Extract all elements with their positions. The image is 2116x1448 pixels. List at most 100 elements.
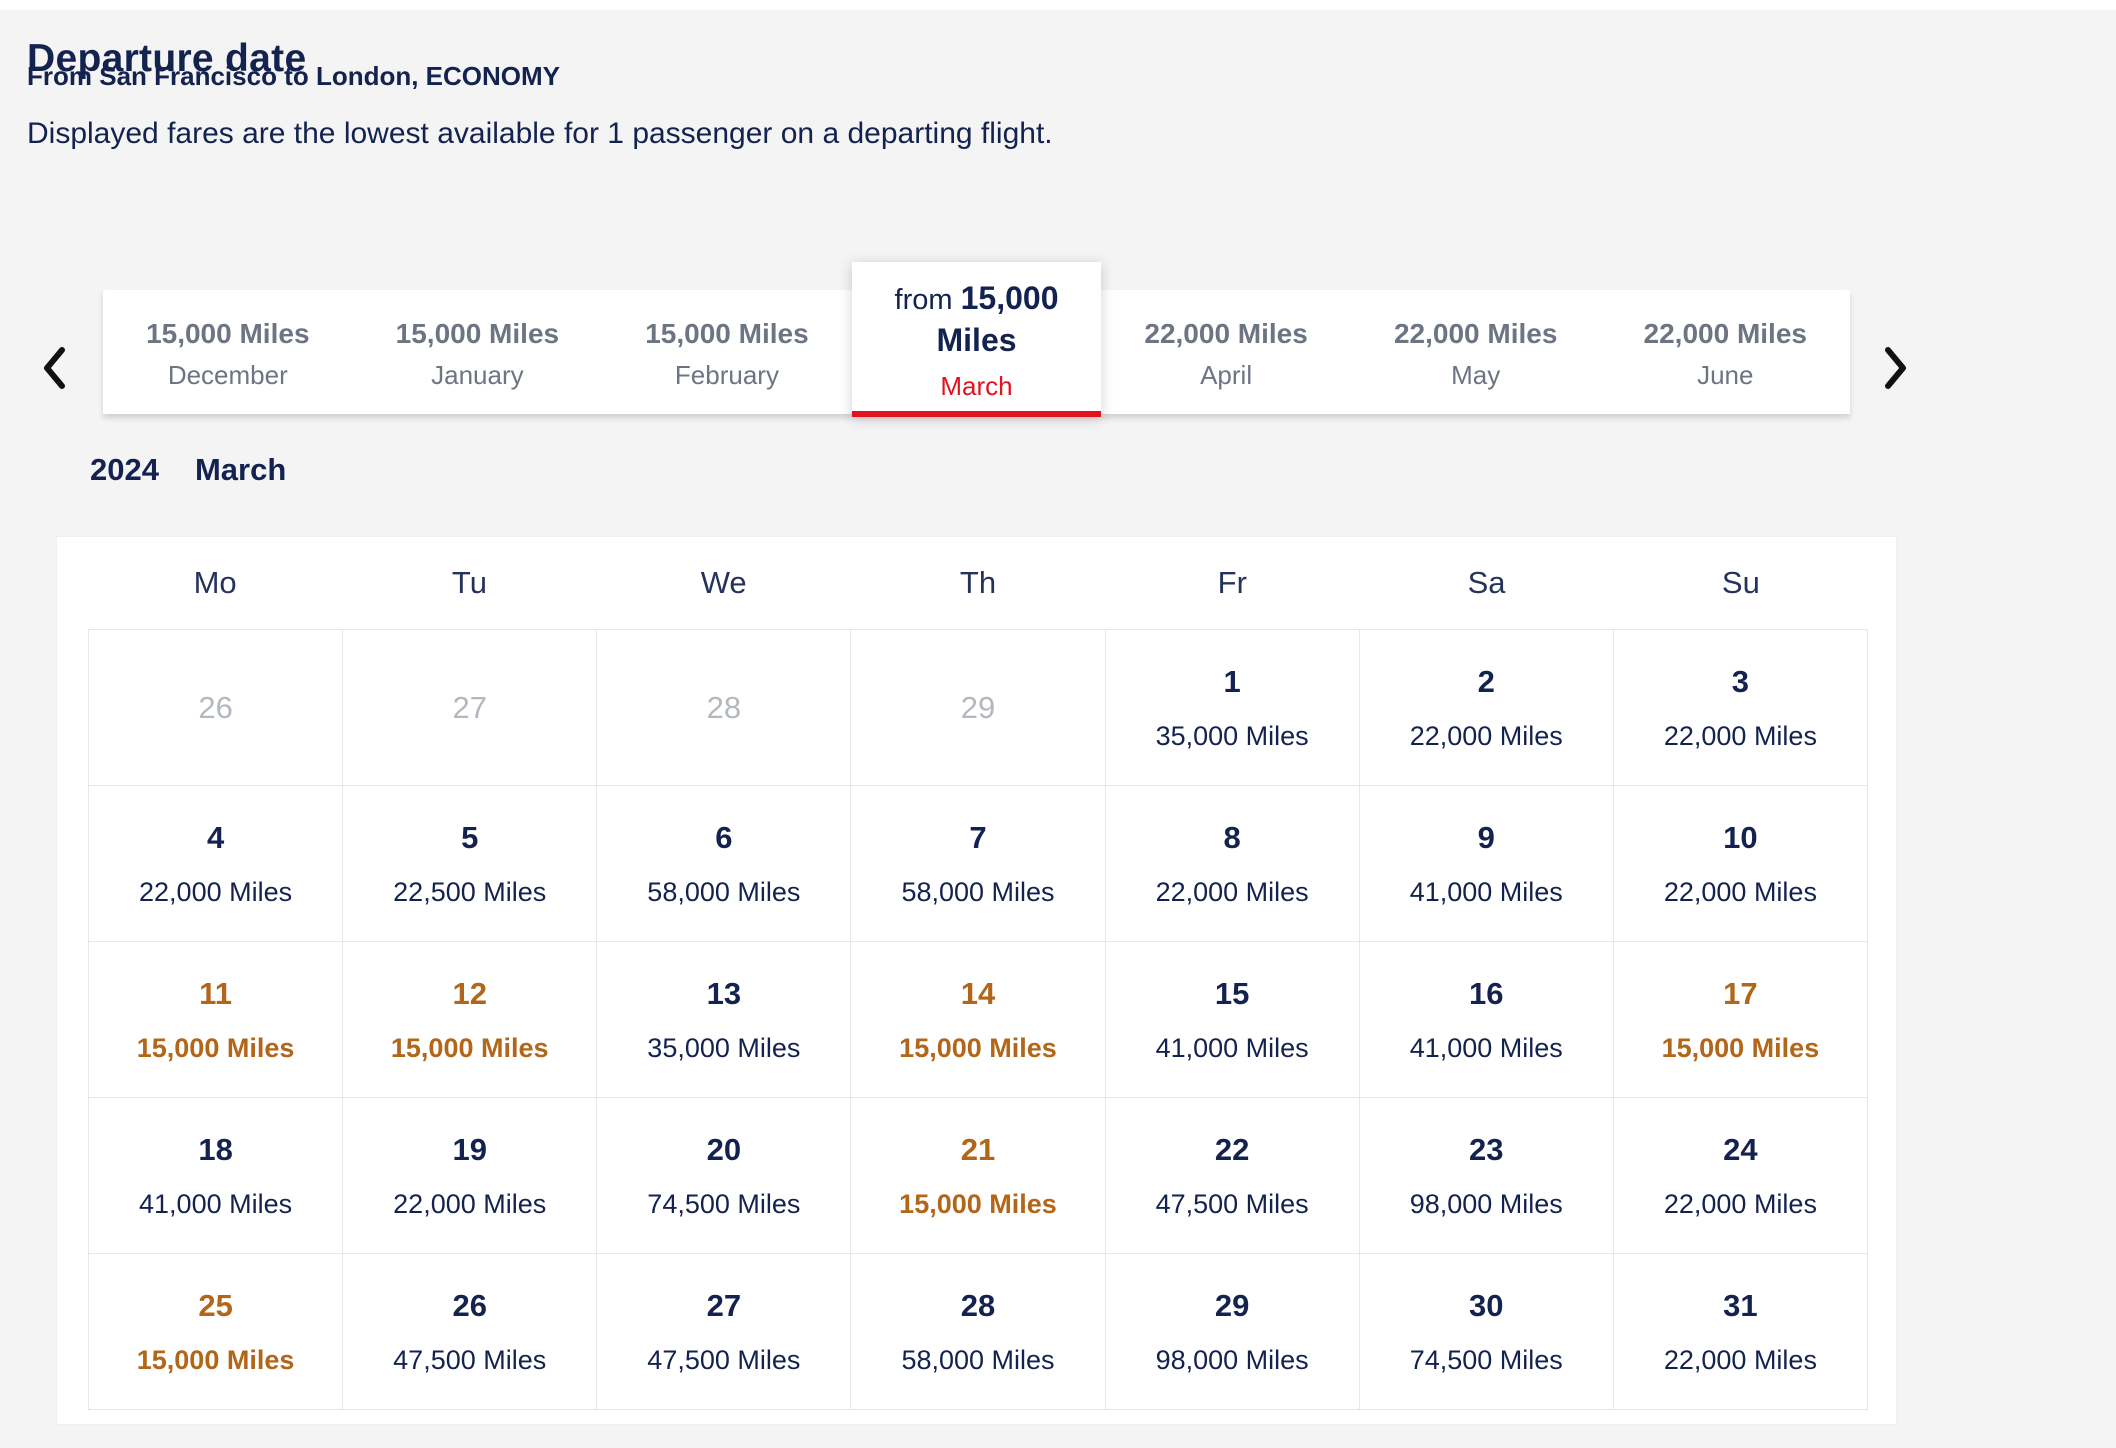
day-cell-14[interactable]: 14 15,000 Miles bbox=[851, 942, 1106, 1098]
day-fare-price: 22,000 Miles bbox=[1663, 1188, 1817, 1219]
day-fare-price: 15,000 Miles bbox=[899, 1188, 1057, 1219]
month-tab-february[interactable]: 15,000 Miles February bbox=[602, 262, 852, 417]
month-label: April bbox=[1200, 359, 1253, 390]
day-cell-24[interactable]: 24 22,000 Miles bbox=[1613, 1098, 1868, 1254]
chevron-right-icon bbox=[1883, 346, 1909, 395]
month-tab-december[interactable]: 15,000 Miles December bbox=[103, 262, 353, 417]
fare-description: Displayed fares are the lowest available… bbox=[27, 117, 1053, 150]
day-cell-6[interactable]: 6 58,000 Miles bbox=[597, 786, 852, 942]
day-cell-prev-28: 28 bbox=[597, 630, 852, 786]
route-subtitle: From San Francisco to London, ECONOMY bbox=[27, 61, 561, 91]
day-fare-price: 22,000 Miles bbox=[393, 1188, 547, 1219]
day-number: 7 bbox=[969, 819, 987, 855]
day-cell-16[interactable]: 16 41,000 Miles bbox=[1359, 942, 1614, 1098]
calendar-heading: 2024 March bbox=[90, 452, 286, 488]
day-cell-27[interactable]: 27 47,500 Miles bbox=[597, 1254, 852, 1410]
selected-month-fare: from 15,000 Miles bbox=[864, 278, 1089, 361]
weekday-label-we: We bbox=[700, 565, 747, 600]
day-fare-price: 41,000 Miles bbox=[1409, 1032, 1563, 1063]
day-number: 26 bbox=[198, 690, 233, 725]
day-cell-12[interactable]: 12 15,000 Miles bbox=[343, 942, 598, 1098]
month-fare-price: 22,000 Miles bbox=[1144, 317, 1308, 349]
day-cell-18[interactable]: 18 41,000 Miles bbox=[89, 1098, 344, 1254]
month-tab-april[interactable]: 22,000 Miles April bbox=[1101, 262, 1351, 417]
day-number: 12 bbox=[452, 975, 487, 1011]
day-number: 21 bbox=[960, 1131, 996, 1167]
day-number: 19 bbox=[452, 1131, 487, 1167]
day-cell-26[interactable]: 26 47,500 Miles bbox=[343, 1254, 598, 1410]
day-cell-20[interactable]: 20 74,500 Miles bbox=[597, 1098, 852, 1254]
day-number: 29 bbox=[1214, 1287, 1250, 1323]
weekday-header-row: Mo Tu We Th Fr Sa Su bbox=[88, 537, 1868, 629]
day-number: 27 bbox=[452, 690, 487, 725]
day-cell-30[interactable]: 30 74,500 Miles bbox=[1359, 1254, 1614, 1410]
day-cell-prev-26: 26 bbox=[89, 630, 344, 786]
day-number: 10 bbox=[1723, 819, 1758, 855]
day-fare-price: 47,500 Miles bbox=[393, 1344, 547, 1375]
day-cell-7[interactable]: 7 58,000 Miles bbox=[851, 786, 1106, 942]
day-cell-28[interactable]: 28 58,000 Miles bbox=[851, 1254, 1106, 1410]
carousel-prev-button[interactable] bbox=[32, 338, 76, 402]
day-cell-1[interactable]: 1 35,000 Miles bbox=[1105, 630, 1360, 786]
calendar-grid: 26 27 28 29 1 35,000 Miles 2 22,000 Miles 3 22,00… bbox=[88, 629, 1868, 1410]
day-cell-29[interactable]: 29 98,000 Miles bbox=[1105, 1254, 1360, 1410]
day-fare-price: 15,000 Miles bbox=[136, 1344, 295, 1375]
day-number: 27 bbox=[706, 1287, 742, 1323]
month-tab-january[interactable]: 15,000 Miles January bbox=[353, 262, 603, 417]
day-cell-21[interactable]: 21 15,000 Miles bbox=[851, 1098, 1106, 1254]
day-cell-3[interactable]: 3 22,000 Miles bbox=[1613, 630, 1868, 786]
month-fare-price: 15,000 Miles bbox=[645, 317, 809, 349]
day-number: 26 bbox=[452, 1287, 487, 1323]
day-number: 17 bbox=[1723, 975, 1758, 1011]
month-tab-march[interactable]: from 15,000 Miles March bbox=[851, 262, 1102, 417]
day-fare-price: 98,000 Miles bbox=[1409, 1188, 1563, 1219]
selected-fare-price: 15,000 Miles bbox=[936, 280, 1059, 358]
month-label: February bbox=[674, 359, 779, 390]
day-number: 18 bbox=[198, 1131, 233, 1167]
day-cell-15[interactable]: 15 41,000 Miles bbox=[1105, 942, 1360, 1098]
month-tab-may[interactable]: 22,000 Miles May bbox=[1351, 262, 1601, 417]
calendar-month: March bbox=[194, 452, 287, 487]
day-cell-11[interactable]: 11 15,000 Miles bbox=[89, 942, 344, 1098]
day-fare-price: 22,500 Miles bbox=[393, 876, 547, 907]
day-fare-price: 58,000 Miles bbox=[901, 1344, 1055, 1375]
month-label: December bbox=[167, 359, 288, 390]
day-number: 29 bbox=[960, 690, 996, 725]
weekday-label-mo: Mo bbox=[193, 565, 237, 600]
day-fare-price: 22,000 Miles bbox=[1663, 1344, 1817, 1375]
day-number: 14 bbox=[960, 975, 996, 1011]
day-number: 4 bbox=[206, 819, 225, 855]
weekday-label-su: Su bbox=[1721, 565, 1760, 600]
day-number: 1 bbox=[1223, 663, 1241, 699]
day-number: 16 bbox=[1469, 975, 1504, 1011]
day-number: 24 bbox=[1723, 1131, 1758, 1167]
day-fare-price: 22,000 Miles bbox=[1663, 876, 1817, 907]
day-fare-price: 22,000 Miles bbox=[1155, 876, 1309, 907]
page-title: Departure date bbox=[27, 37, 307, 81]
day-cell-25[interactable]: 25 15,000 Miles bbox=[89, 1254, 344, 1410]
day-cell-10[interactable]: 10 22,000 Miles bbox=[1613, 786, 1868, 942]
day-cell-2[interactable]: 2 22,000 Miles bbox=[1359, 630, 1614, 786]
month-tabs: 15,000 Miles December 15,000 Miles January 1… bbox=[103, 262, 1850, 417]
day-cell-17[interactable]: 17 15,000 Miles bbox=[1613, 942, 1868, 1098]
day-cell-19[interactable]: 19 22,000 Miles bbox=[343, 1098, 598, 1254]
day-number: 6 bbox=[715, 819, 733, 855]
day-fare-price: 15,000 Miles bbox=[136, 1032, 295, 1063]
day-number: 22 bbox=[1214, 1131, 1250, 1167]
day-cell-9[interactable]: 9 41,000 Miles bbox=[1359, 786, 1614, 942]
day-cell-4[interactable]: 4 22,000 Miles bbox=[89, 786, 344, 942]
day-fare-price: 58,000 Miles bbox=[901, 876, 1055, 907]
top-edge-strip bbox=[0, 0, 2116, 10]
day-cell-8[interactable]: 8 22,000 Miles bbox=[1105, 786, 1360, 942]
carousel-next-button[interactable] bbox=[1874, 338, 1918, 402]
selected-month-label: March bbox=[940, 371, 1013, 402]
day-cell-31[interactable]: 31 22,000 Miles bbox=[1613, 1254, 1868, 1410]
day-cell-5[interactable]: 5 22,500 Miles bbox=[343, 786, 598, 942]
day-cell-23[interactable]: 23 98,000 Miles bbox=[1359, 1098, 1614, 1254]
day-cell-13[interactable]: 13 35,000 Miles bbox=[597, 942, 852, 1098]
day-cell-22[interactable]: 22 47,500 Miles bbox=[1105, 1098, 1360, 1254]
day-number: 28 bbox=[960, 1287, 996, 1323]
month-tab-june[interactable]: 22,000 Miles June bbox=[1600, 262, 1850, 417]
day-fare-price: 22,000 Miles bbox=[1409, 720, 1563, 751]
